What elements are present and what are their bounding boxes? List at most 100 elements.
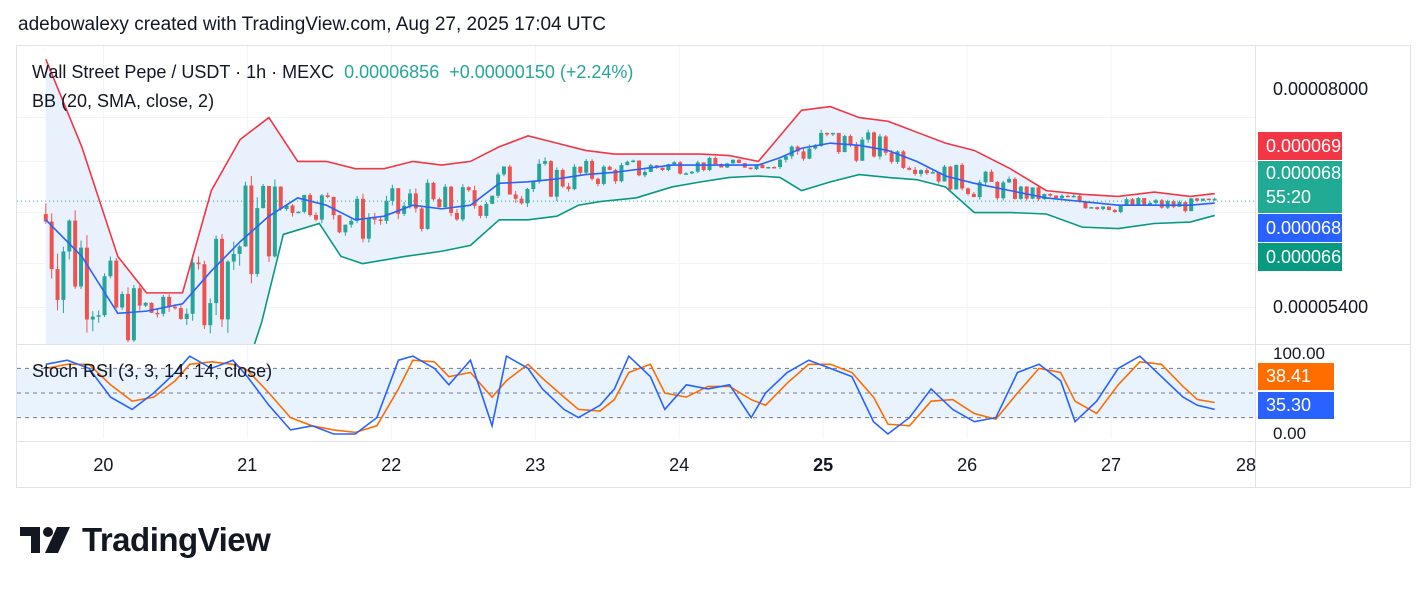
time-axis-label: 23 [525, 455, 546, 475]
candle-body [960, 164, 965, 189]
candle-body [319, 195, 324, 220]
candle-body [666, 164, 671, 171]
candle-body [331, 196, 336, 216]
candle-body [102, 276, 107, 316]
bb-basis-line [45, 142, 1215, 315]
candle-body [954, 164, 959, 190]
candle-body [296, 211, 301, 214]
candle-body [290, 205, 295, 213]
candle-body [648, 165, 653, 172]
candle-body [43, 213, 48, 222]
candle-body [167, 296, 172, 307]
candle-body [1007, 178, 1012, 183]
candle-body [731, 159, 736, 164]
candle-body [343, 224, 348, 233]
candle-body [161, 296, 166, 314]
candle-body [1024, 186, 1029, 199]
price-tick-low: 0.00005400 [1273, 297, 1369, 317]
candle-body [872, 132, 877, 157]
candle-body [302, 195, 307, 212]
candle-body [760, 164, 765, 169]
bollinger-lines [17, 58, 1255, 344]
candle-body [313, 215, 318, 220]
candle-body [554, 169, 559, 197]
candle-body [490, 195, 495, 204]
candle-body [1077, 195, 1082, 202]
candle-body [1136, 198, 1141, 206]
candle-body [413, 193, 418, 209]
candle-body [1001, 182, 1006, 199]
candle-body [1118, 205, 1123, 213]
candle-body [272, 186, 277, 257]
candle-body [901, 151, 906, 168]
candle-body [766, 166, 771, 169]
candle-body [895, 151, 900, 162]
candle-body [807, 148, 812, 159]
candle-body [819, 132, 824, 146]
candle-body [255, 208, 260, 275]
time-axis-label: 24 [669, 455, 690, 475]
candle-body [789, 146, 794, 157]
candle-body [672, 162, 677, 165]
candle-body [278, 186, 283, 210]
last-price-badge: 0.00006856 55:20 [1258, 161, 1361, 213]
candle-body [378, 219, 383, 221]
stoch-k-line [45, 354, 1215, 436]
candle-body [877, 136, 882, 157]
tradingview-logo-text: TradingView [82, 521, 271, 558]
candle-body [525, 189, 530, 204]
candle-body [55, 269, 60, 300]
candle-body [178, 308, 183, 319]
candle-body [1195, 198, 1200, 201]
candle-body [1101, 206, 1106, 210]
bb-upper-line [45, 58, 1215, 294]
candle-body [707, 157, 712, 171]
last-price: 0.00006856 [344, 62, 440, 82]
candle-body [989, 171, 994, 182]
candle-body [372, 218, 377, 220]
candle-body [184, 313, 189, 319]
candle-body [754, 164, 759, 170]
candle-body [578, 166, 583, 173]
rsi-tick-low: 0.00 [1273, 424, 1307, 443]
stoch-rsi-pane [17, 354, 1255, 436]
time-axis-label: 27 [1101, 455, 1122, 475]
candle-body [402, 205, 407, 214]
candle-body [695, 162, 700, 172]
stoch-k-badge: 38.41 [1258, 363, 1334, 390]
candle-body [220, 238, 225, 320]
candle-body [1165, 201, 1170, 208]
candle-body [149, 302, 154, 313]
candle-body [825, 132, 830, 135]
chart-frame[interactable] [16, 45, 1411, 488]
candle-body [595, 178, 600, 184]
candle-body [1036, 187, 1041, 200]
candle-body [836, 132, 841, 153]
candle-body [883, 136, 888, 153]
time-axis-label: 26 [957, 455, 978, 475]
candle-body [930, 172, 935, 174]
candle-body [449, 186, 454, 213]
candle-body [642, 171, 647, 176]
candle-body [1212, 198, 1217, 201]
candle-body [660, 167, 665, 171]
candle-body [454, 212, 459, 220]
bb-lower-line [253, 173, 1215, 344]
price-change: +0.00000150 (+2.24%) [449, 62, 634, 82]
candle-body [501, 166, 506, 175]
candle-body [425, 182, 430, 229]
candle-body [1130, 199, 1135, 206]
candle-body [1089, 207, 1094, 209]
candle-body [396, 188, 401, 214]
candle-body [1206, 198, 1211, 201]
chart-credit: adebowalexy created with TradingView.com… [18, 14, 606, 35]
candle-body [190, 262, 195, 314]
candle-body [619, 165, 624, 182]
candle-body [748, 167, 753, 170]
candle-body [701, 162, 706, 171]
candle-body [507, 166, 512, 195]
candle-body [261, 185, 266, 209]
candle-body [830, 132, 835, 135]
candle-body [601, 166, 606, 184]
